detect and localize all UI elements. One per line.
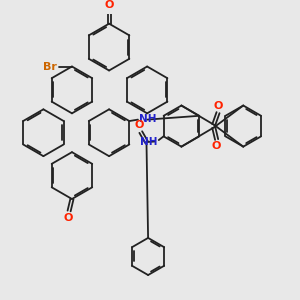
Text: NH: NH xyxy=(140,136,157,146)
Text: O: O xyxy=(64,213,73,223)
Text: O: O xyxy=(134,120,144,130)
Text: O: O xyxy=(213,101,223,111)
Text: NH: NH xyxy=(139,114,157,124)
Text: O: O xyxy=(212,141,221,151)
Text: O: O xyxy=(104,0,114,10)
Text: Br: Br xyxy=(43,61,57,71)
